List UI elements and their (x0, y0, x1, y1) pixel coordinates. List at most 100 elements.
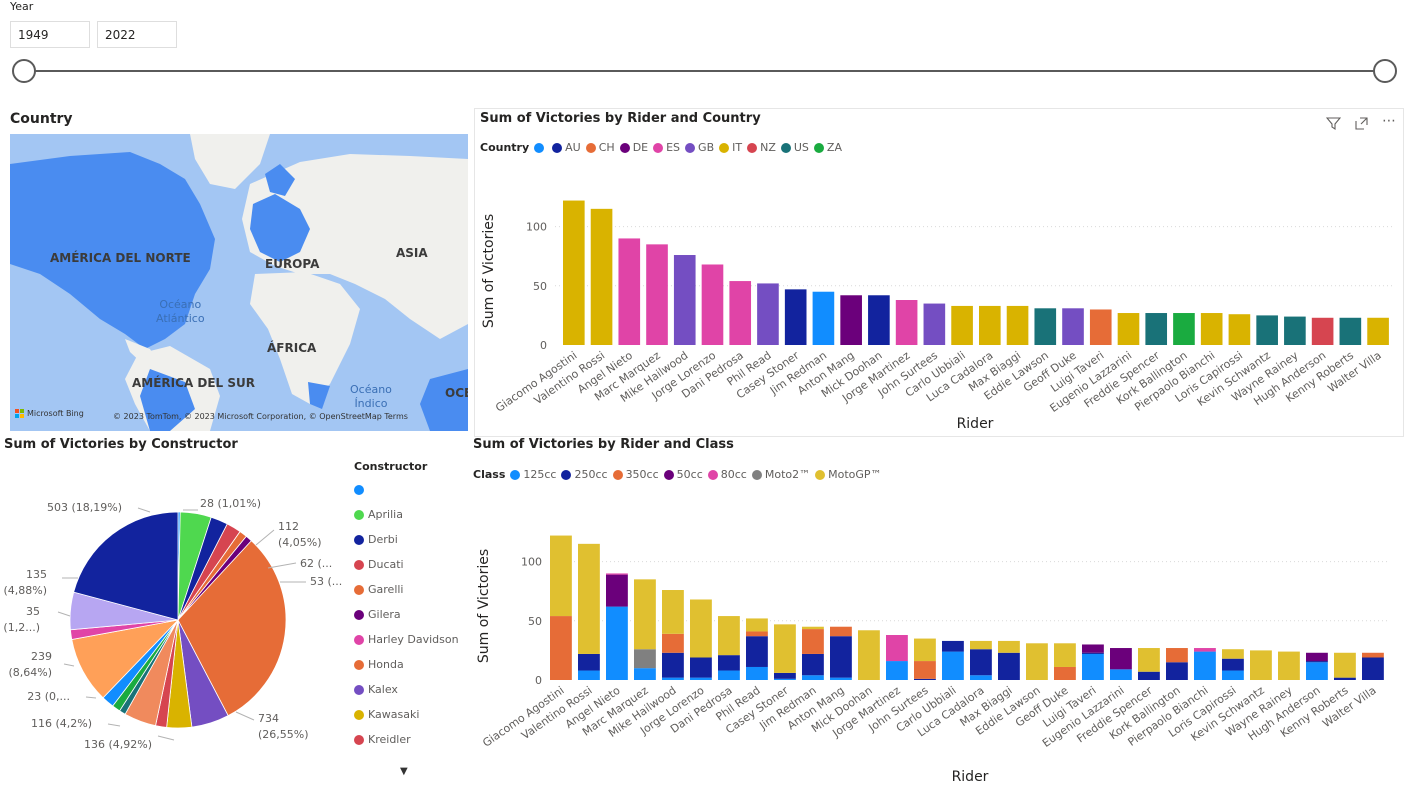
class-legend-item-80cc[interactable]: 80cc (707, 468, 747, 481)
class-legend-item-motogp[interactable]: MotoGP™ (815, 468, 882, 481)
bar-segment-eugenio-lazzarini-50cc[interactable] (1110, 648, 1132, 670)
bar-segment-pierpaolo-bianchi-80cc[interactable] (1194, 648, 1216, 652)
country-legend-item-nz[interactable]: NZ (747, 141, 776, 154)
bar-segment-phil-read-motogp[interactable] (746, 618, 768, 632)
bar-pierpaolo-bianchi[interactable] (1200, 313, 1223, 345)
constructor-legend-item-kalex[interactable]: Kalex (354, 677, 464, 702)
bar-segment-jim-redman-motogp[interactable] (802, 626, 824, 630)
class-legend-item-50cc[interactable]: 50cc (663, 468, 703, 481)
bar-segment-kork-ballington-350cc[interactable] (1166, 648, 1188, 663)
country-legend-item-au[interactable]: AU (552, 141, 581, 154)
bar-segment-angel-nieto-125cc[interactable] (606, 606, 628, 680)
bar-segment-giacomo-agostini-motogp[interactable] (550, 535, 572, 617)
bar-segment-john-surtees-350cc[interactable] (914, 661, 936, 679)
bar-segment-pierpaolo-bianchi-125cc[interactable] (1194, 651, 1216, 680)
bar-dani-pedrosa[interactable] (729, 281, 752, 345)
bar-segment-luca-cadalora-125cc[interactable] (970, 675, 992, 680)
bar-segment-luigi-taveri-125cc[interactable] (1082, 653, 1104, 680)
filter-icon[interactable] (1325, 116, 1342, 135)
constructor-legend-item-ducati[interactable]: Ducati (354, 552, 464, 577)
year-slider-start-handle[interactable] (12, 59, 36, 83)
bar-segment-hugh-anderson-50cc[interactable] (1306, 652, 1328, 662)
constructor-legend-item-garelli[interactable]: Garelli (354, 577, 464, 602)
bar-segment-kevin-schwantz-motogp[interactable] (1250, 650, 1272, 680)
country-map[interactable]: AMÉRICA DEL NORTE EUROPA ASIA ÁFRICA AMÉ… (10, 134, 468, 431)
map-copyright[interactable]: © 2023 TomTom, © 2023 Microsoft Corporat… (113, 412, 408, 421)
bar-kenny-roberts[interactable] (1339, 317, 1362, 345)
year-to-input[interactable]: 2022 (97, 21, 177, 48)
bar-marc-marquez[interactable] (646, 244, 668, 345)
constructor-legend-item-harley-davidson[interactable]: Harley Davidson (354, 627, 464, 652)
bar-segment-hugh-anderson-250cc[interactable] (1306, 661, 1328, 663)
bar-segment-luigi-taveri-250cc[interactable] (1082, 652, 1104, 654)
bar-segment-loris-capirossi-125cc[interactable] (1222, 670, 1244, 680)
bar-kork-ballington[interactable] (1173, 313, 1195, 345)
bar-segment-dani-pedrosa-125cc[interactable] (718, 670, 740, 680)
bar-segment-jorge-lorenzo-250cc[interactable] (690, 657, 712, 678)
bar-segment-geoff-duke-350cc[interactable] (1054, 666, 1076, 680)
bar-mike-hailwood[interactable] (673, 255, 696, 345)
bar-jorge-lorenzo[interactable] (701, 264, 724, 345)
bar-segment-walter-villa-350cc[interactable] (1362, 652, 1384, 658)
bar-phil-read[interactable] (757, 283, 779, 345)
bar-segment-mike-hailwood-125cc[interactable] (662, 677, 684, 680)
class-legend-item-250cc[interactable]: 250cc (561, 468, 608, 481)
bar-segment-phil-read-125cc[interactable] (746, 666, 768, 680)
bar-segment-phil-read-350cc[interactable] (746, 631, 768, 637)
bar-segment-eugenio-lazzarini-125cc[interactable] (1110, 669, 1132, 680)
class-legend-item-350cc[interactable]: 350cc (612, 468, 659, 481)
constructor-legend-item-kreidler[interactable]: Kreidler (354, 727, 464, 752)
year-from-input[interactable]: 1949 (10, 21, 90, 48)
constructor-legend-item-gilera[interactable]: Gilera (354, 602, 464, 627)
bar-geoff-duke[interactable] (1062, 308, 1084, 345)
bar-segment-hugh-anderson-125cc[interactable] (1306, 662, 1328, 680)
country-legend-item-za[interactable]: ZA (813, 141, 842, 154)
bar-segment-loris-capirossi-motogp[interactable] (1222, 649, 1244, 659)
class-legend-item-125cc[interactable]: 125cc (510, 468, 556, 481)
bar-segment-jorge-lorenzo-125cc[interactable] (690, 677, 712, 680)
bar-segment-john-surtees-250cc[interactable] (914, 678, 936, 680)
more-options-icon[interactable]: ⋯ (1382, 113, 1397, 129)
bar-kevin-schwantz[interactable] (1256, 315, 1278, 345)
bar-segment-john-surtees-motogp[interactable] (914, 638, 936, 662)
bar-segment-mick-doohan-motogp[interactable] (858, 630, 880, 680)
bar-segment-kenny-roberts-250cc[interactable] (1334, 677, 1356, 680)
pie-slice-honda[interactable] (177, 540, 287, 717)
year-slider-track[interactable] (25, 70, 1386, 72)
bar-segment-luigi-taveri-50cc[interactable] (1082, 644, 1104, 653)
bar-segment-loris-capirossi-250cc[interactable] (1222, 658, 1244, 671)
bar-segment-luca-cadalora-motogp[interactable] (970, 640, 992, 650)
bar-segment-giacomo-agostini-350cc[interactable] (550, 616, 572, 680)
bar-luca-cadalora[interactable] (979, 305, 1001, 345)
bar-carlo-ubbiali[interactable] (951, 305, 973, 345)
bar-segment-mike-hailwood-350cc[interactable] (662, 633, 684, 653)
bar-segment-dani-pedrosa-motogp[interactable] (718, 616, 740, 656)
bar-segment-carlo-ubbiali-125cc[interactable] (942, 651, 964, 680)
bar-segment-anton-mang-350cc[interactable] (830, 626, 852, 637)
bar-eugenio-lazzarini[interactable] (1117, 313, 1140, 345)
country-legend-item-gb[interactable]: GB (685, 141, 714, 154)
bar-segment-max-biaggi-motogp[interactable] (998, 640, 1020, 653)
bar-segment-valentino-rossi-250cc[interactable] (578, 653, 600, 671)
bar-segment-marc-marquez-motogp[interactable] (634, 579, 656, 650)
bar-segment-mike-hailwood-250cc[interactable] (662, 652, 684, 678)
bar-segment-valentino-rossi-125cc[interactable] (578, 670, 600, 680)
bar-john-surtees[interactable] (923, 303, 946, 345)
bar-segment-jim-redman-250cc[interactable] (802, 653, 824, 676)
bar-segment-jorge-lorenzo-motogp[interactable] (690, 599, 712, 658)
country-legend-item-blank[interactable] (534, 142, 547, 153)
bar-segment-valentino-rossi-motogp[interactable] (578, 543, 600, 654)
bar-angel-nieto[interactable] (618, 238, 641, 345)
legend-scroll-down-icon[interactable]: ▼ (400, 766, 408, 777)
bar-segment-jim-redman-125cc[interactable] (802, 675, 824, 680)
bar-segment-casey-stoner-250cc[interactable] (774, 672, 796, 679)
bar-segment-max-biaggi-250cc[interactable] (998, 652, 1020, 680)
bar-max-biaggi[interactable] (1006, 305, 1029, 345)
bar-loris-capirossi[interactable] (1228, 314, 1251, 345)
bar-segment-angel-nieto-80cc[interactable] (606, 573, 628, 575)
bar-segment-jim-redman-350cc[interactable] (802, 629, 824, 654)
country-legend-item-us[interactable]: US (780, 141, 809, 154)
constructor-legend-item-derbi[interactable]: Derbi (354, 527, 464, 552)
